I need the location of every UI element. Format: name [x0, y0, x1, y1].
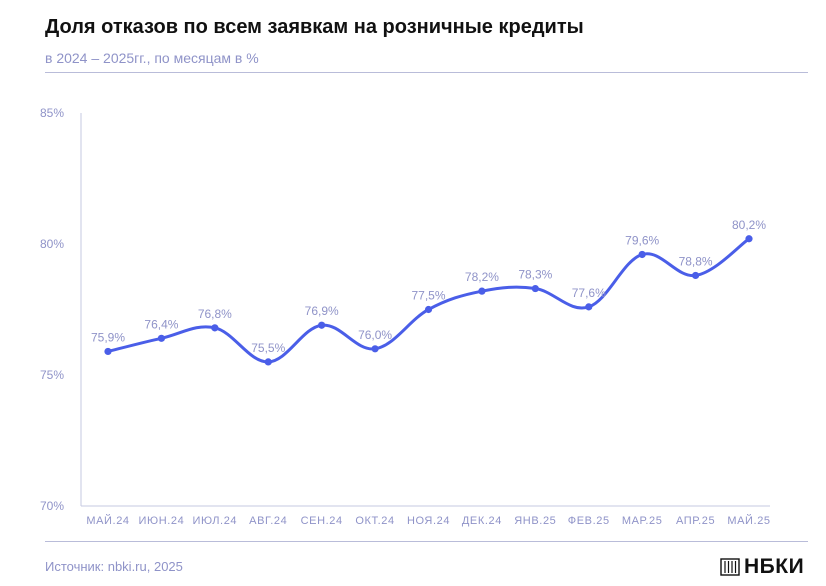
- x-tick-label: ДЕК.24: [462, 515, 502, 527]
- data-label: 76,4%: [144, 317, 178, 331]
- data-label: 76,8%: [198, 307, 232, 321]
- x-axis: МАЙ.24 ИЮН.24 ИЮЛ.24 АВГ.24 СЕН.24 ОКТ.24 НОЯ.…: [81, 505, 770, 527]
- data-label: 80,2%: [732, 218, 766, 232]
- y-axis: 70% 75% 80% 85%: [40, 106, 82, 513]
- x-tick-label: МАЙ.25: [727, 514, 770, 527]
- data-point: [478, 287, 486, 295]
- x-tick-label: АПР.25: [676, 515, 715, 527]
- source-note: Источник: nbki.ru, 2025: [45, 559, 183, 574]
- data-label: 75,5%: [251, 341, 285, 355]
- x-tick-label: МАЙ.24: [86, 514, 129, 527]
- data-label: 77,5%: [411, 289, 445, 303]
- x-tick-label: НОЯ.24: [407, 515, 450, 527]
- x-tick-label: АВГ.24: [249, 515, 287, 527]
- data-label: 75,9%: [91, 330, 125, 344]
- y-tick-label: 70%: [40, 499, 64, 513]
- data-point: [745, 235, 753, 243]
- data-label: 77,6%: [572, 286, 606, 300]
- x-tick-label: ЯНВ.25: [514, 515, 556, 527]
- logo-columns-icon: [720, 558, 740, 576]
- data-point: [531, 284, 539, 293]
- logo-text: НБКИ: [744, 555, 805, 578]
- data-labels: 75,9% 76,4% 76,8% 75,5% 76,9% 76,0% 77,5% 78,2%…: [91, 218, 766, 355]
- data-point: [691, 271, 700, 280]
- bottom-divider: [45, 541, 808, 542]
- data-point: [424, 305, 433, 314]
- data-label: 76,0%: [358, 328, 392, 342]
- data-point: [104, 347, 112, 356]
- y-tick-label: 80%: [40, 237, 64, 251]
- data-label: 78,2%: [465, 270, 499, 284]
- x-tick-label: ИЮЛ.24: [193, 515, 238, 527]
- x-tick-label: ИЮН.24: [138, 515, 184, 527]
- data-label: 76,9%: [305, 304, 339, 318]
- y-tick-label: 85%: [40, 106, 64, 120]
- data-point: [211, 324, 219, 332]
- x-tick-label: МАР.25: [622, 515, 663, 527]
- data-point: [638, 250, 646, 259]
- data-point: [157, 334, 166, 342]
- data-point: [371, 345, 379, 353]
- data-label: 78,8%: [679, 254, 713, 268]
- data-point: [318, 321, 326, 329]
- x-tick-label: ОКТ.24: [355, 515, 394, 527]
- chart-title: Доля отказов по всем заявкам на розничны…: [45, 16, 584, 38]
- x-tick-label: СЕН.24: [301, 515, 343, 527]
- data-label: 78,3%: [518, 268, 552, 282]
- x-tick-label: ФЕВ.25: [568, 515, 610, 527]
- top-divider: [45, 72, 808, 73]
- data-points: [104, 235, 753, 366]
- chart-subtitle: в 2024 – 2025гг., по месяцам в %: [45, 50, 259, 66]
- nbki-logo: НБКИ: [720, 555, 804, 579]
- data-point: [585, 303, 593, 311]
- data-point: [264, 358, 272, 366]
- data-label: 79,6%: [625, 233, 659, 247]
- y-tick-label: 75%: [40, 368, 64, 382]
